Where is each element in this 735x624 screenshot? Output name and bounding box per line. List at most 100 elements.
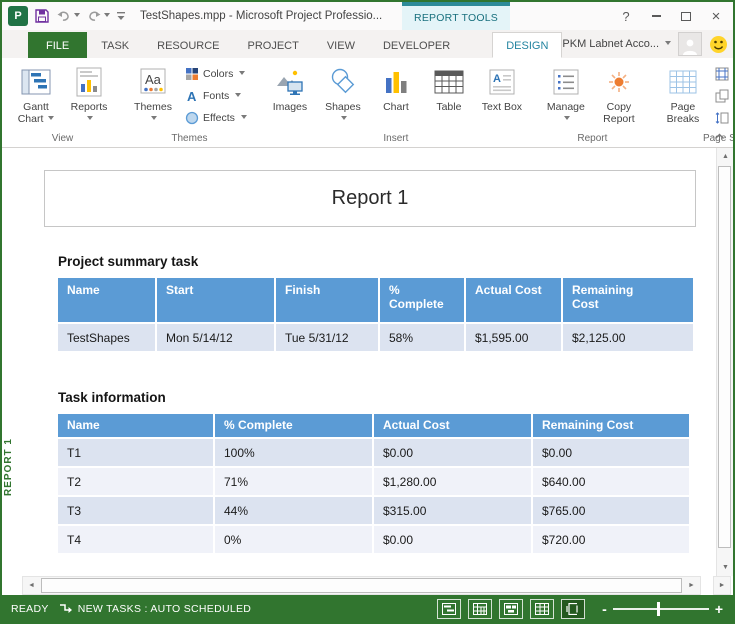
contextual-tab-group-report-tools[interactable]: REPORT TOOLS: [402, 2, 510, 30]
new-tasks-label: NEW TASKS : AUTO SCHEDULED: [77, 602, 252, 615]
view-team-planner-button[interactable]: [499, 598, 524, 619]
copy-report-button[interactable]: Copy Report: [593, 62, 645, 128]
minimize-icon: [651, 15, 661, 17]
effects-button[interactable]: Effects: [180, 108, 252, 128]
colors-button[interactable]: Colors: [180, 64, 252, 84]
ribbon-group-page-setup: Page Breaks Margins Orientation Size: [651, 58, 734, 147]
view-report-button[interactable]: [561, 598, 586, 619]
new-tasks-mode[interactable]: NEW TASKS : AUTO SCHEDULED: [59, 603, 252, 615]
window-controls: ? ×: [613, 2, 729, 30]
zoom-in-button[interactable]: +: [714, 600, 723, 617]
minimize-button[interactable]: [643, 5, 669, 27]
cell-pct: 44%: [215, 497, 372, 524]
tab-view[interactable]: VIEW: [313, 32, 369, 58]
effects-label: Effects: [203, 112, 235, 124]
tab-design[interactable]: DESIGN: [492, 32, 563, 58]
scroll-corner-right-arrow[interactable]: ►: [713, 576, 731, 595]
save-button[interactable]: [34, 8, 50, 24]
cell-name: T3: [58, 497, 213, 524]
vertical-scrollbar[interactable]: ▲ ▼: [716, 148, 733, 576]
tasks-col-pct-complete: % Complete: [215, 414, 372, 437]
view-task-usage-button[interactable]: [468, 598, 493, 619]
tab-resource[interactable]: RESOURCE: [143, 32, 233, 58]
tasks-col-actual-cost: Actual Cost: [374, 414, 531, 437]
zoom-slider-handle[interactable]: [656, 601, 660, 616]
view-resource-sheet-button[interactable]: [530, 598, 555, 619]
chart-label: Chart: [383, 101, 409, 113]
themes-dropdown-arrow: [151, 115, 157, 123]
account-menu[interactable]: PKM Labnet Acco...: [562, 38, 672, 50]
vertical-scroll-thumb[interactable]: [718, 166, 731, 548]
themes-label: Themes: [134, 101, 172, 113]
text-box-button[interactable]: A Text Box: [476, 62, 528, 128]
report-view-side-tab[interactable]: REPORT 1: [3, 438, 14, 497]
size-button[interactable]: Size: [710, 108, 733, 128]
manage-button[interactable]: Manage: [540, 62, 592, 128]
images-button[interactable]: Images: [264, 62, 316, 128]
ribbon-group-view: Gantt Chart Reports View: [2, 58, 121, 147]
maximize-icon: [681, 11, 691, 21]
svg-text:Aa: Aa: [145, 72, 162, 87]
person-icon: [683, 39, 698, 55]
margins-label: Margins: [733, 68, 734, 80]
gantt-chart-button[interactable]: Gantt Chart: [10, 62, 62, 128]
account-name: PKM Labnet Acco...: [562, 38, 660, 50]
table-button[interactable]: Table: [423, 62, 475, 128]
page-breaks-button[interactable]: Page Breaks: [657, 62, 709, 128]
tab-file[interactable]: FILE: [28, 32, 88, 58]
tab-project[interactable]: PROJECT: [234, 32, 313, 58]
orientation-button[interactable]: Orientation: [710, 86, 733, 106]
orientation-icon: [715, 89, 729, 103]
fonts-button[interactable]: A Fonts: [180, 86, 252, 106]
redo-dropdown-arrow[interactable]: [104, 12, 110, 20]
tasks-col-name: Name: [58, 414, 213, 437]
maximize-button[interactable]: [673, 5, 699, 27]
tab-task[interactable]: TASK: [87, 32, 143, 58]
report-title: Report 1: [331, 187, 409, 209]
gantt-chart-icon: [21, 66, 51, 98]
themes-button[interactable]: Aa Themes: [127, 62, 179, 128]
gantt-chart-label: Gantt Chart: [17, 101, 49, 125]
help-button[interactable]: ?: [613, 5, 639, 27]
task-information-table[interactable]: Name % Complete Actual Cost Remaining Co…: [56, 412, 691, 555]
scroll-down-arrow[interactable]: ▼: [717, 559, 733, 576]
undo-button[interactable]: [56, 9, 80, 23]
undo-dropdown-arrow[interactable]: [74, 12, 80, 20]
zoom-slider-track[interactable]: [612, 601, 709, 616]
summary-row-testshapes: TestShapes Mon 5/14/12 Tue 5/31/12 58% $…: [58, 324, 693, 351]
ribbon-group-insert: Images Shapes Chart: [258, 58, 534, 147]
manage-dropdown-arrow: [563, 115, 570, 123]
horizontal-scrollbar[interactable]: ◄ ►: [22, 576, 701, 595]
scroll-right-arrow[interactable]: ►: [683, 577, 700, 594]
project-summary-table[interactable]: Name Start Finish % Complete Actual Cost…: [56, 276, 695, 353]
scroll-left-arrow[interactable]: ◄: [23, 577, 40, 594]
chart-button[interactable]: Chart: [370, 62, 422, 128]
shapes-button[interactable]: Shapes: [317, 62, 369, 128]
zoom-control: - +: [602, 600, 723, 617]
report-title-box[interactable]: Report 1: [44, 170, 696, 227]
project-app-icon[interactable]: P: [8, 6, 28, 26]
margins-button[interactable]: Margins: [710, 64, 734, 84]
horizontal-scroll-thumb[interactable]: [41, 578, 682, 593]
reports-button[interactable]: Reports: [63, 62, 115, 128]
customize-qat-button[interactable]: [116, 11, 126, 21]
colors-label: Colors: [203, 68, 234, 80]
summary-col-pct-complete: % Complete: [380, 278, 464, 322]
cell-name: T4: [58, 526, 213, 553]
task-usage-icon: [473, 602, 488, 615]
avatar[interactable]: [678, 32, 703, 56]
scroll-up-arrow[interactable]: ▲: [717, 148, 733, 165]
redo-button[interactable]: [86, 9, 110, 23]
collapse-ribbon-button[interactable]: [714, 128, 725, 143]
tab-developer[interactable]: DEVELOPER: [369, 32, 464, 58]
cell-actual: $0.00: [374, 526, 531, 553]
send-a-smile-button[interactable]: [709, 35, 728, 54]
team-planner-icon: [504, 602, 519, 615]
zoom-out-button[interactable]: -: [602, 600, 607, 617]
summary-header-row: Name Start Finish % Complete Actual Cost…: [58, 278, 693, 322]
close-button[interactable]: ×: [703, 5, 729, 27]
status-mode[interactable]: READY: [11, 602, 49, 615]
ribbon-design: Gantt Chart Reports View Aa Theme: [2, 58, 733, 148]
effects-dropdown-arrow: [240, 114, 247, 122]
view-gantt-chart-button[interactable]: [437, 598, 462, 619]
